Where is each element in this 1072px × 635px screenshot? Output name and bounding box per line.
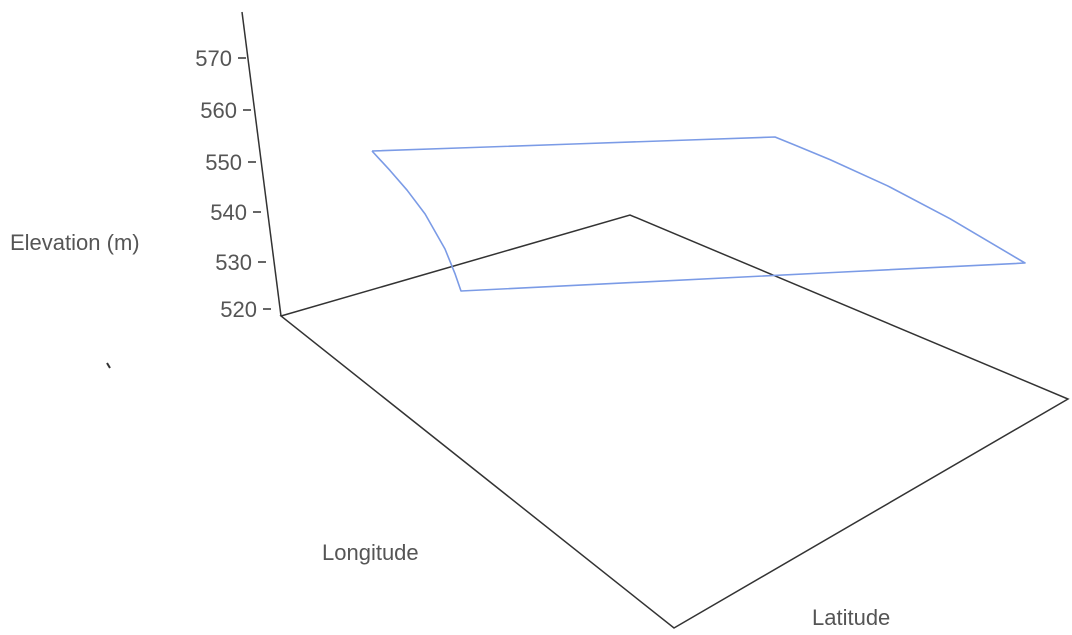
- series-line-0: [371, 136, 1026, 292]
- z-axis-tick-labels: 570 560 550 540 530 520: [195, 46, 257, 322]
- z-axis-label: Elevation (m): [10, 230, 140, 255]
- z-tick-label-560: 560: [200, 98, 237, 123]
- z-tick-label-530: 530: [215, 250, 252, 275]
- z-tick-label-570: 570: [195, 46, 232, 71]
- z-axis-ticks: [238, 57, 271, 310]
- z-tick-label-550: 550: [205, 150, 242, 175]
- z-tick-label-540: 540: [210, 200, 247, 225]
- y-axis-label: Latitude: [812, 605, 890, 630]
- ground-plane: [279, 214, 1070, 629]
- series-layer: [371, 136, 1026, 292]
- stray-mark: [106, 362, 111, 369]
- z-tick-label-520: 520: [220, 297, 257, 322]
- x-axis-label: Longitude: [322, 540, 419, 565]
- z-axis-line: [241, 11, 282, 317]
